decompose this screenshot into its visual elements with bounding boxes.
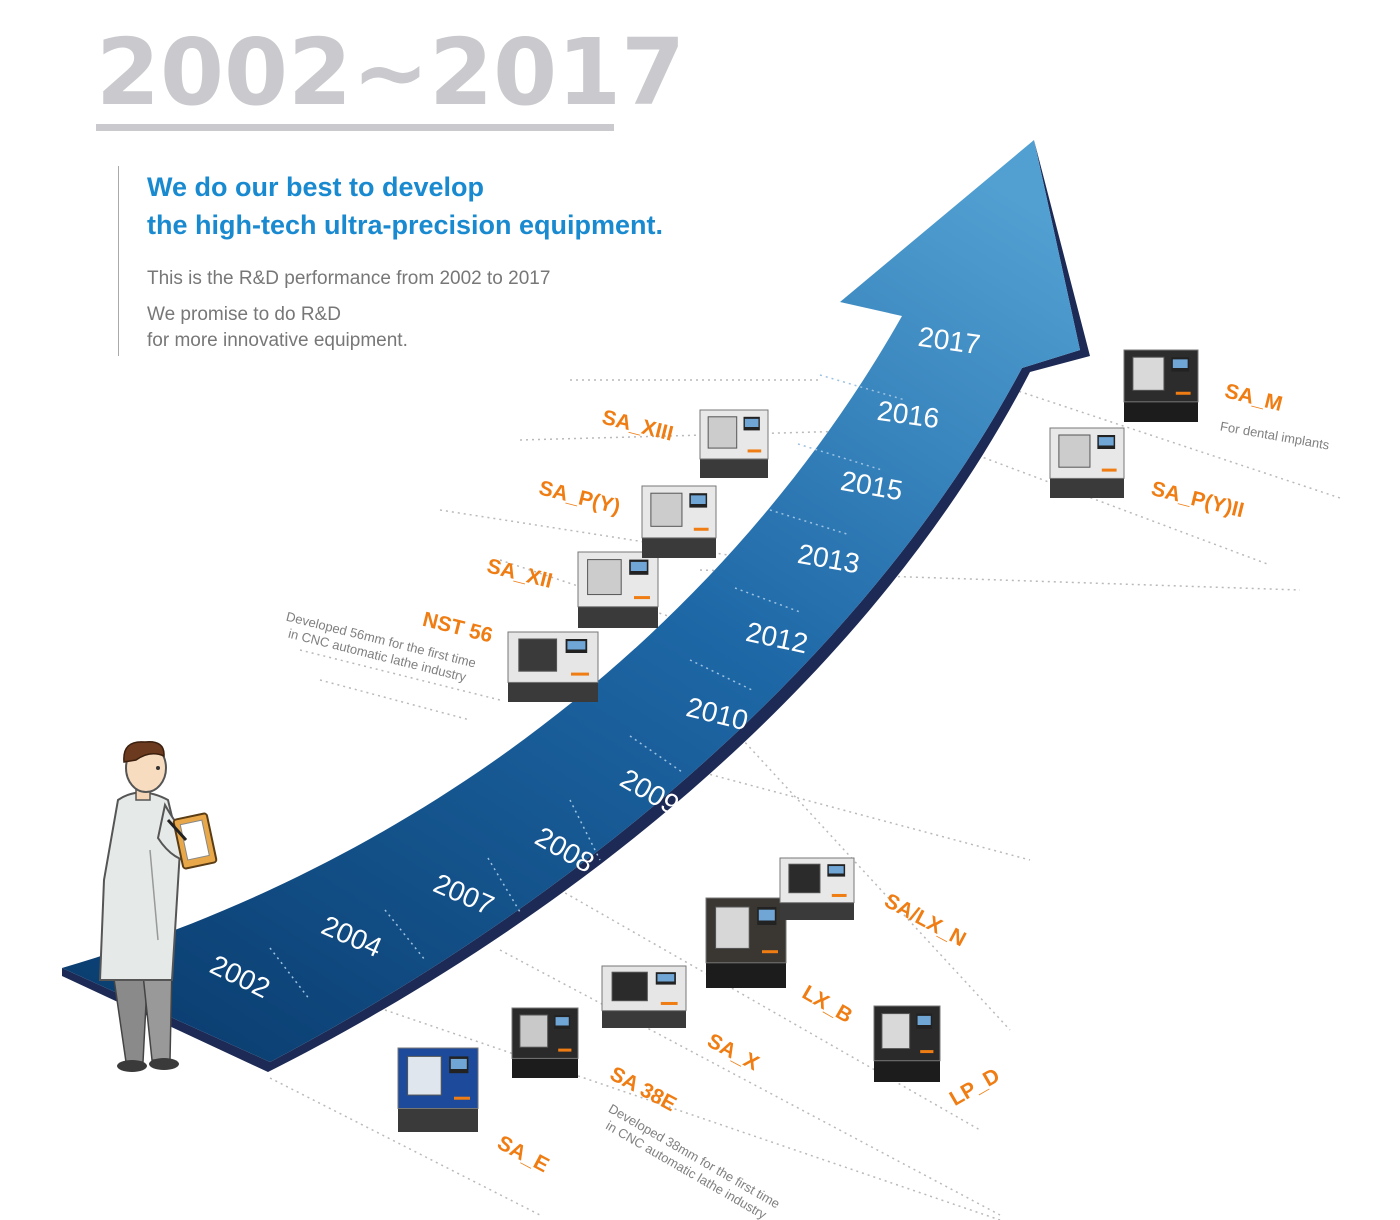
product-label: SA_P(Y): [537, 477, 623, 519]
headline-line-1: We do our best to develop: [147, 172, 485, 202]
machine-image: [397, 1047, 479, 1132]
guide-lines: [269, 379, 1341, 1220]
intro-block: We do our best to develop the high-tech …: [118, 166, 739, 356]
machine-image: [779, 857, 855, 920]
machine-image: [699, 409, 769, 478]
machine-image: [577, 551, 659, 628]
machine-image: [601, 965, 687, 1028]
scientist-figure: [98, 741, 218, 1072]
guide-line: [299, 649, 501, 701]
intro-text-2-line-2: for more innovative equipment.: [147, 330, 408, 351]
machine-images: [397, 349, 1199, 1132]
machine-image: [1049, 427, 1125, 498]
product-label: SA_M: [1222, 379, 1284, 415]
guide-line: [984, 379, 1341, 499]
product-note: For dental implants: [1219, 419, 1331, 453]
guide-line: [699, 569, 1301, 591]
intro-text-2-line-1: We promise to do R&D: [147, 304, 341, 325]
product-label: SA_XII: [485, 554, 555, 592]
year-separator: [797, 443, 883, 471]
machine-image: [1123, 349, 1199, 422]
guide-line: [384, 1009, 1001, 1220]
machine-image: [507, 631, 599, 702]
product-label: LP_D: [946, 1064, 1004, 1111]
intro-text-1: This is the R&D performance from 2002 to…: [147, 268, 551, 289]
product-note: in CNC automatic lathe industry: [603, 1118, 769, 1220]
year-separators: [269, 374, 906, 1001]
machine-image: [873, 1005, 941, 1082]
product-label: SA/LX_N: [880, 889, 969, 951]
machine-image: [511, 1007, 579, 1078]
guide-line: [559, 889, 981, 1131]
product-label: NST 56: [420, 608, 495, 648]
year-separator: [269, 947, 311, 1001]
year-separator: [487, 857, 521, 913]
product-label: LX_B: [798, 981, 856, 1028]
year-separator: [569, 799, 601, 861]
machine-image: [641, 485, 717, 558]
guide-line: [319, 679, 471, 721]
product-note: Developed 38mm for the first time: [606, 1101, 782, 1212]
product-label: SA_E: [493, 1131, 552, 1177]
product-label: SA_P(Y)II: [1149, 477, 1246, 522]
machine-image: [705, 897, 787, 988]
guide-line: [519, 429, 891, 441]
year-separator: [769, 509, 851, 536]
guide-line: [499, 559, 681, 621]
year-separator: [819, 374, 906, 401]
year-separator: [629, 735, 683, 773]
guide-line: [499, 949, 1001, 1216]
guide-line: [659, 649, 1011, 1031]
product-label: SA_XIII: [600, 406, 676, 446]
product-label: SA_X: [703, 1029, 762, 1075]
guide-line: [599, 744, 1031, 861]
title-underline: [96, 124, 614, 131]
page-title: 2002~2017: [96, 19, 686, 126]
headline-line-2: the high-tech ultra-precision equipment.: [147, 210, 664, 240]
intro-headline: We do our best to develop the high-tech …: [147, 168, 663, 244]
guide-line: [269, 1077, 541, 1216]
